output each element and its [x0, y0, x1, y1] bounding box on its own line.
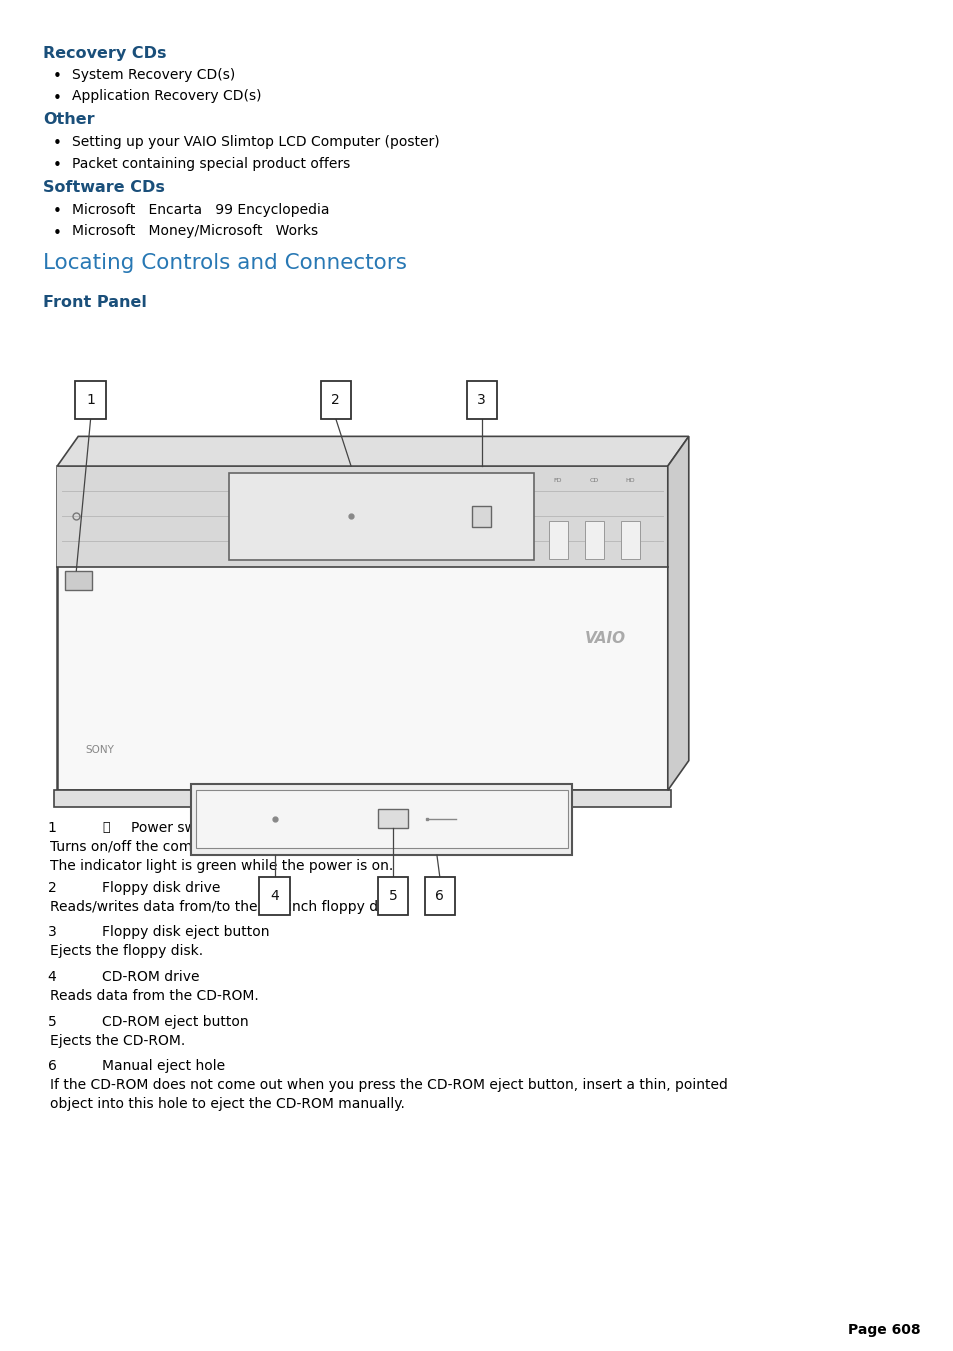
- Text: Power switch and indicator light: Power switch and indicator light: [131, 821, 353, 835]
- Text: Ejects the CD-ROM.: Ejects the CD-ROM.: [50, 1034, 185, 1047]
- Text: Other: Other: [43, 112, 94, 127]
- Text: 3: 3: [48, 925, 56, 939]
- Bar: [191, 784, 572, 855]
- Text: If the CD-ROM does not come out when you press the CD-ROM eject button, insert a: If the CD-ROM does not come out when you…: [50, 1078, 727, 1092]
- Text: •: •: [52, 204, 62, 219]
- Text: object into this hole to eject the CD-ROM manually.: object into this hole to eject the CD-RO…: [50, 1097, 404, 1111]
- Text: 6: 6: [435, 889, 444, 902]
- Text: Floppy disk eject button: Floppy disk eject button: [102, 925, 270, 939]
- Bar: [424, 877, 455, 915]
- Bar: [584, 520, 603, 558]
- Text: •: •: [52, 91, 62, 105]
- Text: 2: 2: [331, 393, 340, 407]
- Text: 2: 2: [48, 881, 56, 894]
- Text: •: •: [52, 136, 62, 151]
- Text: Ejects the floppy disk.: Ejects the floppy disk.: [50, 944, 203, 958]
- Text: CD-ROM eject button: CD-ROM eject button: [102, 1015, 249, 1028]
- Text: Page 608: Page 608: [847, 1324, 920, 1337]
- Bar: [259, 877, 290, 915]
- Text: •: •: [52, 158, 62, 173]
- Text: Packet containing special product offers: Packet containing special product offers: [71, 157, 350, 170]
- Text: Software CDs: Software CDs: [43, 180, 165, 195]
- Bar: [57, 466, 667, 566]
- Text: Floppy disk drive: Floppy disk drive: [102, 881, 220, 894]
- Text: Microsoft   Money/Microsoft   Works: Microsoft Money/Microsoft Works: [71, 224, 317, 238]
- Text: 3: 3: [476, 393, 486, 407]
- Bar: [620, 520, 639, 558]
- Text: 4: 4: [48, 970, 56, 984]
- Bar: [466, 381, 497, 419]
- Text: Turns on/off the computer and the display.: Turns on/off the computer and the displa…: [50, 840, 343, 854]
- Bar: [320, 381, 351, 419]
- Text: •: •: [52, 226, 62, 240]
- Text: 5: 5: [388, 889, 397, 902]
- Text: VAIO: VAIO: [584, 631, 626, 646]
- Bar: [548, 520, 567, 558]
- Bar: [377, 809, 408, 828]
- Bar: [57, 466, 667, 790]
- Text: Front Panel: Front Panel: [43, 295, 147, 309]
- Text: •: •: [52, 69, 62, 84]
- Bar: [54, 790, 670, 807]
- Text: 6: 6: [48, 1059, 56, 1073]
- Text: CD-ROM drive: CD-ROM drive: [102, 970, 199, 984]
- Text: Manual eject hole: Manual eject hole: [102, 1059, 225, 1073]
- Text: 4: 4: [270, 889, 279, 902]
- Text: Setting up your VAIO Slimtop LCD Computer (poster): Setting up your VAIO Slimtop LCD Compute…: [71, 135, 438, 149]
- Text: CD: CD: [589, 478, 598, 484]
- Polygon shape: [57, 436, 688, 466]
- Text: FD: FD: [554, 478, 561, 484]
- Text: The indicator light is green while the power is on.: The indicator light is green while the p…: [50, 859, 393, 873]
- Text: 1: 1: [86, 393, 95, 407]
- Polygon shape: [667, 436, 688, 790]
- Text: HD: HD: [625, 478, 635, 484]
- Bar: [377, 877, 408, 915]
- Bar: [229, 473, 534, 559]
- Text: Locating Controls and Connectors: Locating Controls and Connectors: [43, 253, 407, 273]
- Text: Reads data from the CD-ROM.: Reads data from the CD-ROM.: [50, 989, 258, 1002]
- Bar: [195, 790, 567, 848]
- Text: Microsoft   Encarta   99 Encyclopedia: Microsoft Encarta 99 Encyclopedia: [71, 203, 329, 216]
- Bar: [75, 381, 106, 419]
- Bar: [65, 570, 91, 589]
- Text: Recovery CDs: Recovery CDs: [43, 46, 166, 61]
- Text: 5: 5: [48, 1015, 56, 1028]
- Bar: [472, 505, 491, 527]
- Text: SONY: SONY: [86, 744, 114, 755]
- Text: Reads/writes data from/to the 3.5 inch floppy disk.: Reads/writes data from/to the 3.5 inch f…: [50, 900, 401, 913]
- Text: ⏻: ⏻: [102, 821, 110, 835]
- Text: 1: 1: [48, 821, 56, 835]
- Text: System Recovery CD(s): System Recovery CD(s): [71, 68, 234, 81]
- Text: Application Recovery CD(s): Application Recovery CD(s): [71, 89, 261, 103]
